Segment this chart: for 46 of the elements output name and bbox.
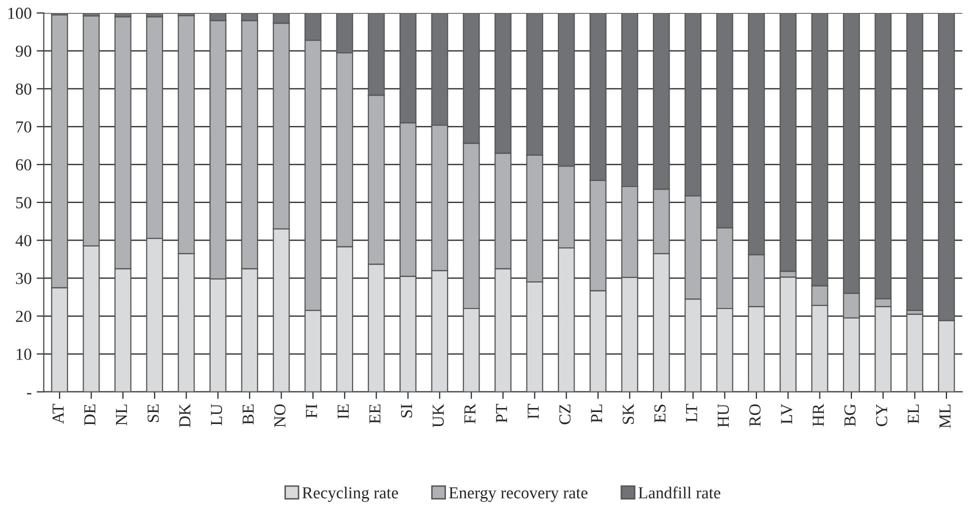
x-tick-label: NL <box>116 404 127 426</box>
x-tick-label: BE <box>242 404 254 424</box>
x-tick-label: UK <box>432 404 444 428</box>
bar <box>780 276 797 392</box>
y-tick-label: 10 <box>16 348 32 360</box>
x-tick-label: IT <box>528 404 539 419</box>
x-tick-label: BG <box>844 404 856 426</box>
x-tick-label: AT <box>52 404 64 424</box>
x-tick-label: LT <box>686 404 698 422</box>
bar <box>906 314 924 392</box>
legend-label: Energy recovery rate <box>449 487 588 502</box>
x-tick-label: SE <box>148 404 159 422</box>
x-tick-label: LV <box>781 404 792 424</box>
x-tick-label: NO <box>274 404 286 428</box>
x-tick-label: CY <box>876 404 888 426</box>
y-tick-label: 50 <box>16 197 32 208</box>
y-tick-label: 90 <box>16 46 32 57</box>
y-tick-label: 40 <box>16 234 32 246</box>
x-tick-label: RO <box>749 404 761 426</box>
x-tick-label: PT <box>496 404 508 423</box>
legend-label: Recycling rate <box>302 486 398 502</box>
x-tick-label: EE <box>369 404 380 424</box>
x-tick-label: IE <box>338 404 349 419</box>
bar <box>906 12 924 311</box>
y-tick-label: 100 <box>8 8 32 19</box>
x-tick-label: FI <box>306 404 317 418</box>
x-tick-label: HR <box>812 404 824 426</box>
y-tick-label: 30 <box>16 272 32 284</box>
x-tick-label: DE <box>84 404 96 426</box>
x-tick-label: SK <box>622 404 634 424</box>
x-tick-label: SI <box>400 404 412 418</box>
x-tick-label: PL <box>591 404 602 423</box>
y-tick-label: 60 <box>16 159 32 170</box>
legend-label: Landfill rate <box>638 486 720 498</box>
x-tick-label: EL <box>908 404 919 424</box>
x-tick-label: ES <box>654 404 666 423</box>
x-tick-label: LU <box>211 404 222 426</box>
x-tick-label: DK <box>179 404 190 428</box>
y-tick-label: 20 <box>16 310 32 322</box>
y-tick-label: - <box>27 393 32 394</box>
y-tick-label: 70 <box>16 121 32 133</box>
y-tick-label: 80 <box>16 83 32 95</box>
x-tick-label: HU <box>718 404 729 428</box>
x-tick-label: CZ <box>559 404 571 424</box>
x-tick-label: ML <box>940 404 950 428</box>
x-tick-label: FR <box>464 404 476 424</box>
